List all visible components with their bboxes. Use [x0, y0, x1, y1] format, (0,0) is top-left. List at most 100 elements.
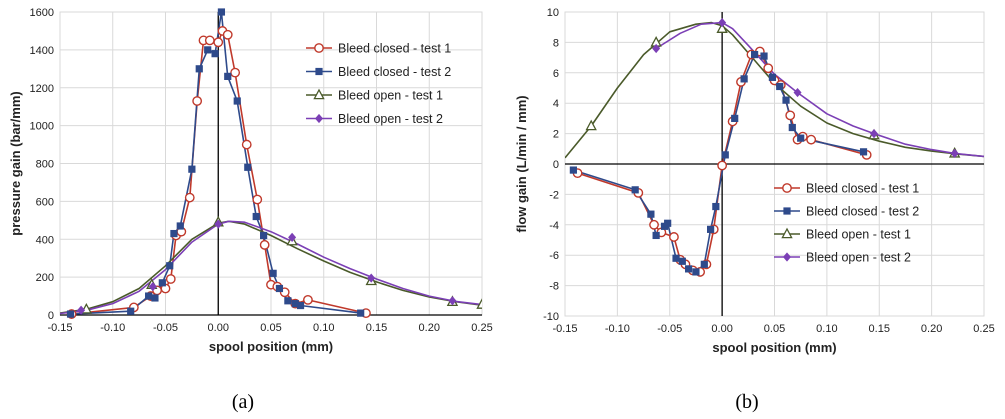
data-point [652, 231, 660, 240]
y-tick-label: 8 [553, 37, 559, 49]
caption-b: (b) [735, 391, 758, 413]
data-point [195, 65, 203, 73]
data-point [669, 232, 679, 242]
data-point [288, 232, 297, 242]
data-point [213, 37, 224, 48]
data-point [569, 166, 577, 174]
data-point [269, 269, 277, 277]
data-point [77, 305, 86, 315]
legend-marker [315, 67, 323, 76]
data-point [707, 225, 715, 233]
data-point [788, 123, 796, 132]
data-point [652, 43, 661, 54]
y-axis-label: flow gain (L/min / mm) [514, 95, 529, 232]
x-tick-label: 0.00 [711, 323, 732, 335]
data-point [859, 148, 868, 156]
series-group [60, 8, 482, 319]
y-tick-label: 10 [547, 7, 559, 19]
y-tick-label: -6 [549, 250, 559, 262]
x-tick-label: -0.15 [47, 322, 72, 334]
data-point [184, 192, 195, 203]
y-tick-label: 400 [36, 234, 54, 246]
legend-label: Bleed open - test 1 [806, 228, 911, 242]
data-point [367, 273, 376, 283]
data-point [252, 212, 260, 221]
x-tick-label: -0.10 [605, 323, 630, 335]
data-point [244, 163, 252, 171]
y-tick-label: -10 [543, 311, 559, 323]
data-point [692, 268, 700, 276]
data-point [260, 231, 268, 240]
data-point [797, 134, 805, 142]
legend-marker [783, 252, 791, 262]
data-point [768, 73, 777, 81]
data-point [806, 134, 817, 145]
data-point [214, 219, 223, 229]
data-point [275, 284, 284, 293]
x-tick-label: 0.10 [313, 322, 334, 334]
x-tick-label: -0.05 [657, 323, 682, 335]
y-tick-label: 0 [48, 310, 54, 322]
x-tick-label: -0.05 [153, 322, 178, 334]
x-tick-label: 0.25 [973, 323, 994, 335]
y-tick-label: 1200 [30, 83, 54, 95]
legend-marker [314, 43, 324, 53]
x-tick-label: -0.15 [552, 323, 577, 335]
data-point [217, 8, 226, 16]
data-point [763, 63, 774, 74]
series-line [60, 220, 482, 315]
data-point [176, 222, 184, 230]
data-point [291, 300, 299, 308]
data-point [448, 296, 457, 306]
data-point [158, 279, 166, 287]
legend-label: Bleed closed - test 2 [338, 65, 451, 79]
legend-label: Bleed closed - test 1 [806, 182, 919, 196]
data-point [776, 82, 784, 91]
legend-marker [782, 183, 792, 193]
data-point [700, 260, 708, 268]
y-tick-label: 4 [553, 98, 559, 110]
data-point [166, 262, 174, 270]
data-point [717, 160, 728, 171]
data-point [211, 50, 219, 58]
series-group [565, 18, 984, 277]
data-point [712, 202, 720, 211]
data-point [647, 210, 655, 218]
y-tick-label: 1600 [30, 7, 54, 19]
data-point [664, 219, 672, 227]
data-point [170, 229, 178, 238]
data-point [678, 257, 686, 265]
data-point [740, 75, 748, 83]
legend-label: Bleed open - test 2 [806, 251, 911, 265]
data-point [303, 294, 313, 305]
data-point [731, 114, 739, 122]
y-tick-label: 0 [553, 159, 559, 171]
data-point [585, 119, 597, 131]
x-tick-label: 0.15 [366, 322, 387, 334]
y-tick-label: 800 [36, 159, 54, 171]
x-tick-label: 0.10 [816, 323, 837, 335]
y-tick-label: 2 [553, 129, 559, 141]
data-point [230, 67, 241, 78]
legend: Bleed closed - test 1 Bleed closed - test… [774, 182, 919, 265]
chart-a-pressure-gain: 0 200 400 600 800 1000 1200 1400 1600 -0.15 -0.10 -… [8, 7, 493, 354]
legend-label: Bleed open - test 2 [338, 112, 443, 126]
data-point [649, 219, 659, 230]
data-point [284, 297, 292, 305]
x-tick-label: 0.20 [419, 322, 440, 334]
data-point [188, 165, 196, 173]
data-point [252, 194, 263, 205]
y-tick-label: -4 [549, 220, 559, 232]
data-point [148, 281, 157, 292]
series-line [60, 220, 482, 314]
data-point [716, 22, 728, 33]
data-point [241, 139, 252, 150]
y-tick-label: 1400 [30, 45, 54, 57]
x-tick-label: 0.15 [869, 323, 890, 335]
data-point [204, 46, 212, 54]
data-point [66, 310, 75, 318]
data-point [127, 307, 135, 315]
data-point [760, 52, 768, 60]
x-tick-label: -0.10 [100, 322, 125, 334]
